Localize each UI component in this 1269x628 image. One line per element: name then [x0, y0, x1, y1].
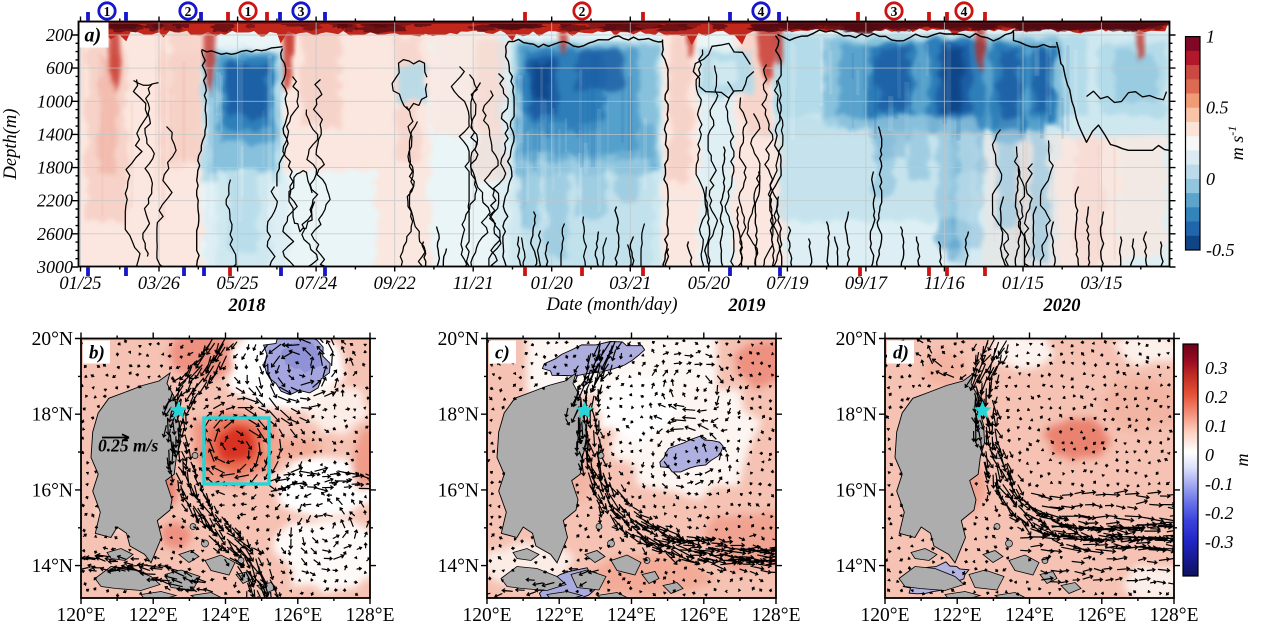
svg-text:2: 2	[185, 4, 192, 19]
svg-text:3: 3	[891, 4, 898, 19]
svg-text:4: 4	[758, 4, 765, 19]
svg-text:07/24: 07/24	[295, 274, 337, 294]
svg-text:128°E: 128°E	[1150, 605, 1199, 626]
svg-text:05/20: 05/20	[688, 274, 731, 294]
svg-text:a): a)	[85, 25, 102, 47]
svg-text:Depth(m): Depth(m)	[1, 109, 21, 181]
svg-text:1: 1	[245, 4, 252, 19]
svg-text:16°N: 16°N	[438, 480, 479, 501]
svg-text:128°E: 128°E	[346, 605, 395, 626]
svg-text:1400: 1400	[37, 124, 73, 144]
svg-text:-0.5: -0.5	[1206, 240, 1235, 260]
svg-text:2018: 2018	[228, 296, 266, 316]
svg-text:18°N: 18°N	[32, 405, 73, 426]
svg-text:126°E: 126°E	[1077, 605, 1126, 626]
svg-text:1: 1	[104, 4, 111, 19]
svg-text:126°E: 126°E	[273, 605, 322, 626]
svg-text:11/16: 11/16	[924, 274, 966, 294]
svg-text:05/25: 05/25	[217, 274, 259, 294]
svg-text:18°N: 18°N	[438, 405, 479, 426]
svg-text:11/21: 11/21	[453, 274, 494, 294]
svg-text:0.2: 0.2	[1205, 387, 1228, 407]
svg-text:20°N: 20°N	[438, 329, 479, 350]
svg-text:14°N: 14°N	[32, 556, 73, 577]
svg-text:2: 2	[579, 4, 586, 19]
svg-text:20°N: 20°N	[32, 329, 73, 350]
svg-text:122°E: 122°E	[535, 605, 584, 626]
svg-text:600: 600	[46, 58, 73, 78]
svg-text:1800: 1800	[37, 158, 73, 178]
svg-text:122°E: 122°E	[933, 605, 982, 626]
svg-text:0.25 m/s: 0.25 m/s	[98, 436, 158, 456]
svg-text:120°E: 120°E	[57, 605, 106, 626]
svg-text:20°N: 20°N	[836, 329, 877, 350]
svg-text:c): c)	[495, 343, 510, 364]
svg-text:124°E: 124°E	[607, 605, 656, 626]
svg-text:2600: 2600	[37, 224, 73, 244]
svg-text:07/19: 07/19	[766, 274, 808, 294]
svg-text:120°E: 120°E	[861, 605, 910, 626]
svg-text:1000: 1000	[37, 91, 73, 111]
svg-text:01/25: 01/25	[59, 274, 101, 294]
svg-text:m: m	[1232, 454, 1252, 467]
svg-text:Date (month/day): Date (month/day)	[545, 295, 677, 315]
svg-text:-0.1: -0.1	[1205, 474, 1234, 494]
svg-text:1: 1	[1206, 27, 1215, 47]
svg-text:2019: 2019	[728, 296, 766, 316]
svg-text:14°N: 14°N	[836, 556, 877, 577]
svg-text:0: 0	[1206, 169, 1215, 189]
svg-text:128°E: 128°E	[752, 605, 801, 626]
svg-text:03/15: 03/15	[1080, 274, 1122, 294]
svg-text:03/26: 03/26	[138, 274, 181, 294]
svg-text:01/15: 01/15	[1002, 274, 1044, 294]
svg-text:200: 200	[46, 25, 73, 45]
svg-text:16°N: 16°N	[836, 480, 877, 501]
svg-text:b): b)	[89, 343, 105, 364]
svg-text:-0.2: -0.2	[1205, 503, 1234, 523]
svg-text:3000: 3000	[36, 257, 73, 277]
svg-text:122°E: 122°E	[129, 605, 178, 626]
svg-text:4: 4	[961, 4, 968, 19]
svg-text:120°E: 120°E	[463, 605, 512, 626]
svg-text:09/22: 09/22	[374, 274, 416, 294]
svg-text:03/21: 03/21	[609, 274, 651, 294]
svg-text:124°E: 124°E	[201, 605, 250, 626]
svg-text:16°N: 16°N	[32, 480, 73, 501]
svg-text:0.5: 0.5	[1206, 98, 1229, 118]
svg-text:2200: 2200	[37, 191, 73, 211]
svg-text:14°N: 14°N	[438, 556, 479, 577]
svg-text:0: 0	[1205, 445, 1214, 465]
svg-text:01/20: 01/20	[531, 274, 574, 294]
svg-text:124°E: 124°E	[1005, 605, 1054, 626]
svg-text:d): d)	[893, 343, 909, 364]
svg-text:2020: 2020	[1043, 296, 1081, 316]
svg-text:18°N: 18°N	[836, 405, 877, 426]
svg-text:126°E: 126°E	[679, 605, 728, 626]
svg-text:3: 3	[298, 4, 305, 19]
svg-text:-0.3: -0.3	[1205, 532, 1234, 552]
svg-text:09/17: 09/17	[845, 274, 888, 294]
svg-text:0.1: 0.1	[1205, 416, 1228, 436]
svg-text:0.3: 0.3	[1205, 358, 1228, 378]
